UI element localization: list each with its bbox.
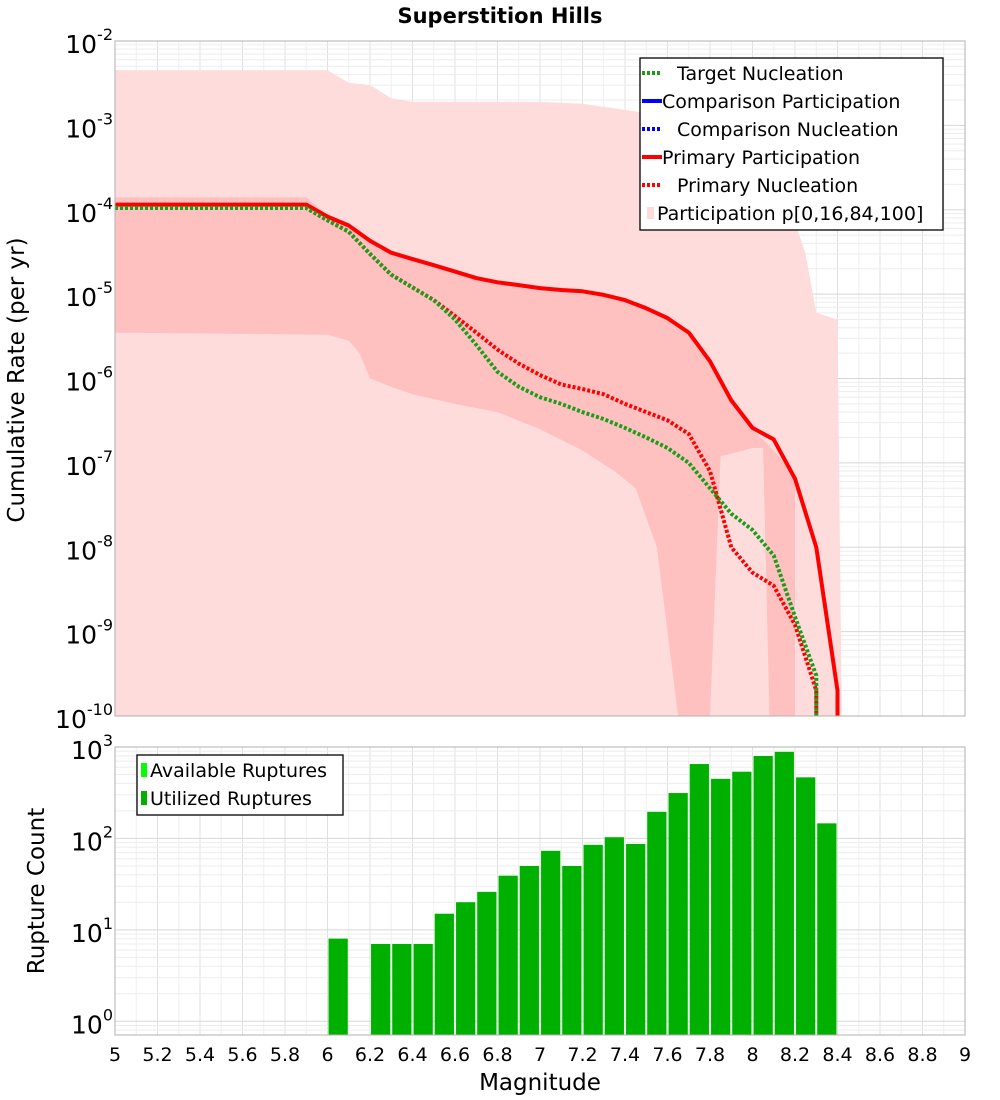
- bar-utilized-ruptures: [583, 844, 603, 1035]
- bar-utilized-ruptures: [604, 837, 624, 1035]
- legend-swatch: [141, 763, 147, 777]
- count-plot-frame: [114, 746, 966, 1036]
- count-y-tick-label: 102: [71, 822, 113, 856]
- count-plot-bars: [328, 751, 837, 1035]
- bar-utilized-ruptures: [434, 913, 454, 1035]
- x-tick-label: 8: [746, 1044, 758, 1066]
- legend-label: Primary Nucleation: [677, 175, 858, 197]
- x-tick-label: 8.8: [907, 1044, 937, 1066]
- rate-y-tick-label: 10-5: [65, 278, 113, 312]
- bar-utilized-ruptures: [519, 866, 539, 1035]
- x-tick-label: 5: [109, 1044, 121, 1066]
- bar-utilized-ruptures: [626, 844, 646, 1035]
- x-tick-label: 9: [959, 1044, 971, 1066]
- bar-utilized-ruptures: [647, 811, 667, 1035]
- bar-utilized-ruptures: [753, 756, 773, 1035]
- x-tick-label: 7: [534, 1044, 546, 1066]
- count-plot-x-label: Magnitude: [479, 1070, 601, 1096]
- bar-utilized-ruptures: [668, 793, 688, 1035]
- count-plot: 103 102 101 100 5 5.2 5.4 5.6 5.8 6 6.2 6.4 6.6 6.8 7…: [24, 731, 971, 1096]
- rate-y-tick-label: 10-8: [65, 531, 113, 565]
- x-tick-label: 7.8: [695, 1044, 725, 1066]
- x-tick-label: 5.2: [142, 1044, 172, 1066]
- bar-utilized-ruptures: [456, 902, 476, 1035]
- x-tick-label: 7.6: [652, 1044, 682, 1066]
- series-line-target-nucleation: [115, 206, 819, 716]
- count-plot-y-label: Rupture Count: [24, 808, 50, 974]
- bar-utilized-ruptures: [371, 944, 391, 1035]
- x-tick-label: 7.4: [610, 1044, 640, 1066]
- x-tick-label: 6.8: [482, 1044, 512, 1066]
- rate-y-tick-label: 10-2: [65, 25, 113, 59]
- x-tick-label: 8.6: [865, 1044, 895, 1066]
- x-tick-label: 6: [321, 1044, 333, 1066]
- legend-label: Primary Participation: [662, 147, 860, 169]
- x-tick-label: 8.2: [780, 1044, 810, 1066]
- rate-plot-frame: [114, 40, 966, 717]
- bar-utilized-ruptures: [498, 875, 518, 1035]
- count-y-tick-label: 103: [71, 731, 113, 765]
- rate-plot-legend: Target Nucleation Comparison Participatio…: [639, 57, 944, 231]
- count-y-tick-label: 100: [71, 1005, 113, 1039]
- x-tick-label: 5.4: [185, 1044, 215, 1066]
- count-y-tick-label: 101: [71, 914, 113, 948]
- participation-band-inner: [115, 197, 795, 716]
- bar-utilized-ruptures: [711, 778, 731, 1035]
- rate-plot-legend-box: [639, 57, 944, 231]
- bar-utilized-ruptures: [689, 764, 709, 1035]
- rate-plot: 10-2 10-3 10-4 10-5 10-6 10-7 10-8 10-9 10-10 Cu…: [4, 25, 966, 734]
- count-plot-y-ticks: 103 102 101 100: [71, 731, 113, 1039]
- rate-plot-y-ticks: 10-2 10-3 10-4 10-5 10-6 10-7 10-8 10-9 10-10: [55, 25, 113, 734]
- rate-y-tick-label: 10-6: [65, 363, 113, 397]
- legend-label: Available Ruptures: [150, 760, 327, 782]
- x-tick-label: 5.6: [227, 1044, 257, 1066]
- x-tick-label: 6.2: [355, 1044, 385, 1066]
- rate-plot-bands: [115, 70, 842, 716]
- x-tick-label: 6.4: [397, 1044, 427, 1066]
- x-tick-label: 5.8: [270, 1044, 300, 1066]
- bar-utilized-ruptures: [541, 850, 561, 1035]
- legend-label: Target Nucleation: [676, 63, 844, 85]
- x-tick-label: 8.4: [822, 1044, 852, 1066]
- bar-utilized-ruptures: [413, 944, 433, 1035]
- count-plot-legend: Available Ruptures Utilized Ruptures: [136, 754, 344, 816]
- bar-utilized-ruptures: [562, 866, 582, 1035]
- legend-label: Comparison Nucleation: [677, 119, 899, 141]
- legend-swatch: [141, 791, 147, 805]
- x-tick-label: 7.2: [567, 1044, 597, 1066]
- rate-y-tick-label: 10-9: [65, 616, 113, 650]
- bar-utilized-ruptures: [774, 751, 794, 1035]
- rate-y-tick-label: 10-10: [55, 700, 113, 734]
- bar-utilized-ruptures: [392, 944, 412, 1035]
- rate-y-tick-label: 10-4: [65, 194, 113, 228]
- bar-utilized-ruptures: [328, 938, 348, 1035]
- rate-plot-y-label: Cumulative Rate (per yr): [4, 237, 30, 522]
- bar-utilized-ruptures: [796, 777, 816, 1035]
- bar-utilized-ruptures: [732, 771, 752, 1035]
- rate-y-tick-label: 10-3: [65, 109, 113, 143]
- series-line-primary-participation: [115, 202, 840, 716]
- legend-label: Participation p[0,16,84,100]: [657, 203, 923, 225]
- count-plot-x-ticks: 5 5.2 5.4 5.6 5.8 6 6.2 6.4 6.6 6.8 7 7.2 7.4 7.6 7.8 8…: [109, 1044, 971, 1066]
- count-plot-legend-box: [136, 754, 344, 816]
- rate-plot-lines: [115, 202, 840, 716]
- legend-label: Utilized Ruptures: [150, 788, 312, 810]
- legend-label: Comparison Participation: [662, 91, 900, 113]
- chart-title: Superstition Hills: [397, 4, 602, 28]
- x-tick-label: 6.6: [440, 1044, 470, 1066]
- legend-swatch: [647, 207, 654, 219]
- rate-y-tick-label: 10-7: [65, 447, 113, 481]
- bar-utilized-ruptures: [477, 891, 497, 1035]
- bar-utilized-ruptures: [817, 823, 837, 1035]
